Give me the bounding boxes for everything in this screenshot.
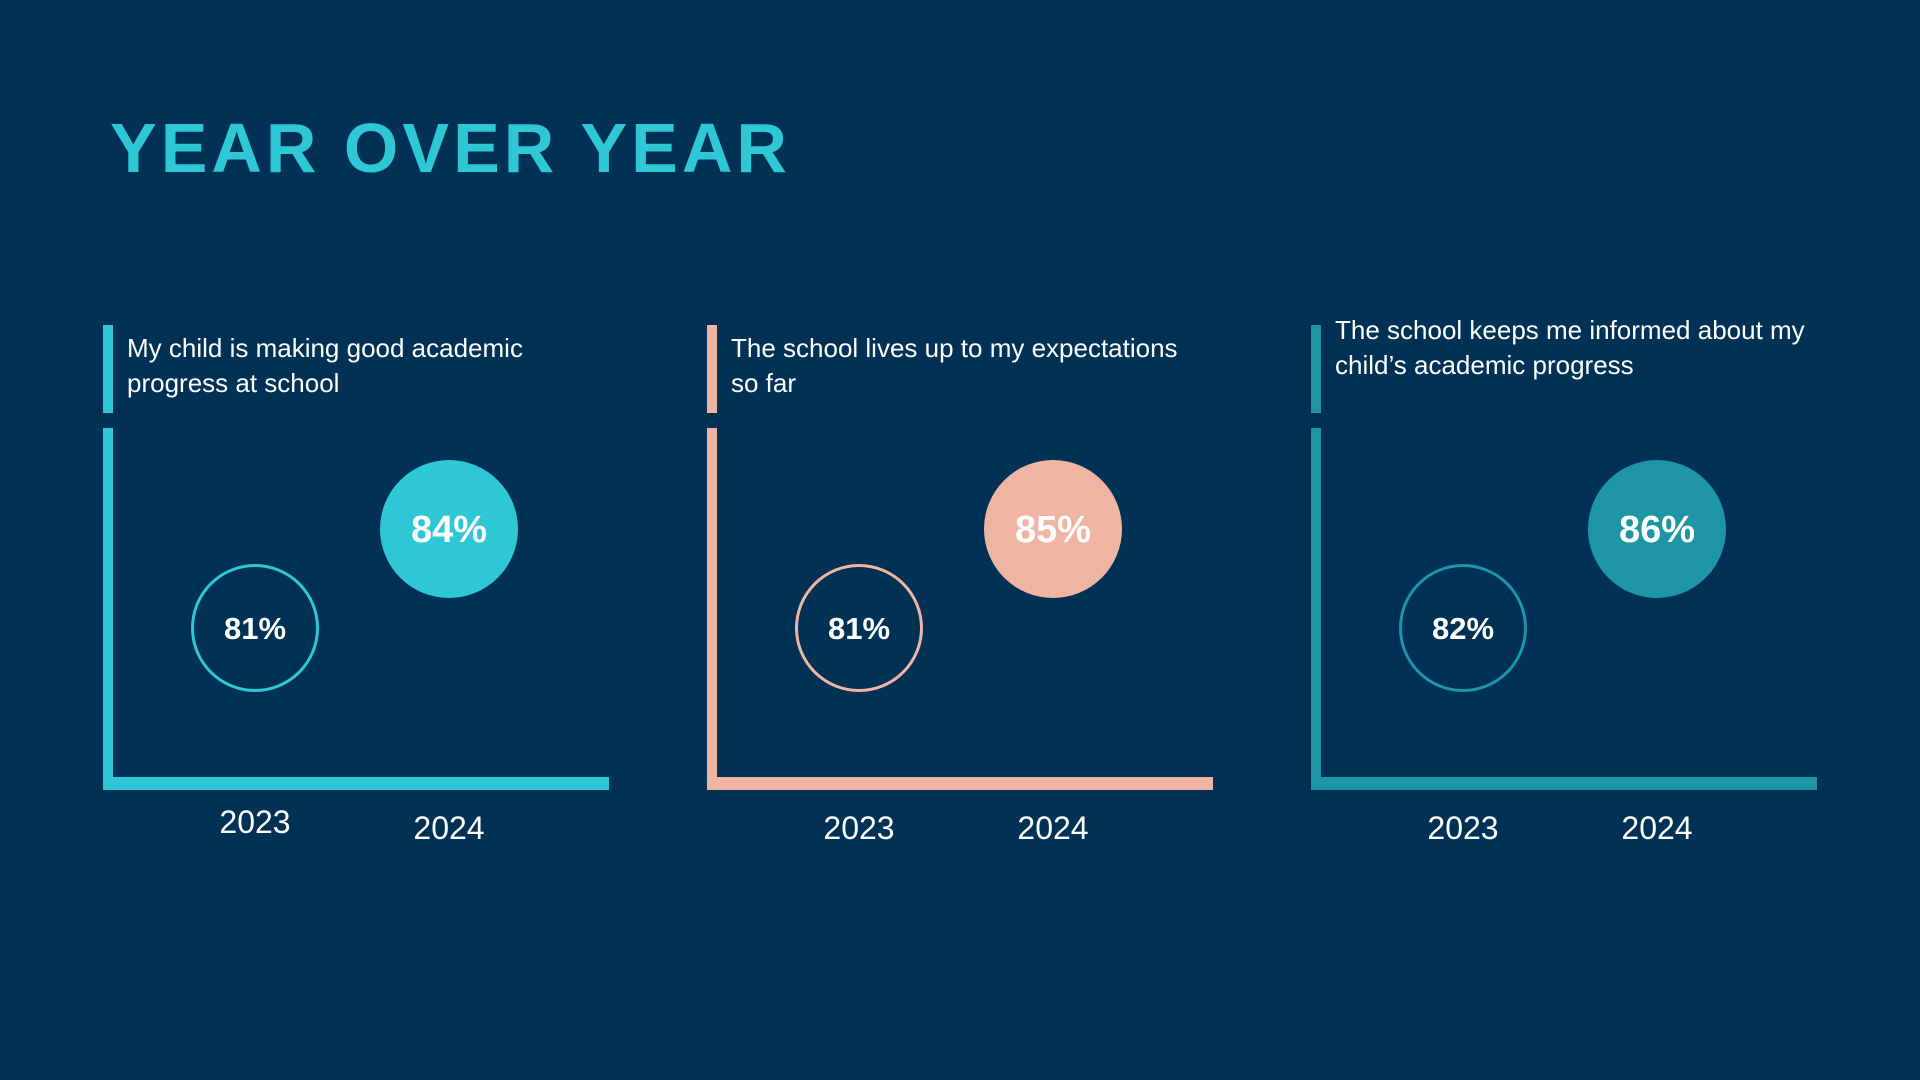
question-accent-bar: [707, 325, 717, 413]
bubble-2023: [1399, 564, 1527, 692]
bubble-2024: [380, 460, 518, 598]
x-tick-label-2024: 2024: [1017, 810, 1088, 846]
bubble-2024: [984, 460, 1122, 598]
y-axis-line: [707, 428, 717, 790]
chart-panel-1: My child is making good academic progres…: [103, 0, 623, 1080]
question-accent-bar: [1311, 325, 1321, 413]
data-label-2023: 81%: [224, 611, 286, 646]
bubble-chart: 81% 2023 84% 2024: [103, 428, 609, 846]
chart-panel-2: The school lives up to my expectations s…: [707, 0, 1227, 1080]
slide-title: YEAR OVER YEAR: [110, 109, 791, 187]
bubble-2023: [795, 564, 923, 692]
x-tick-label-2024: 2024: [413, 810, 484, 846]
bubble-2023: [191, 564, 319, 692]
data-label-2024: 84%: [411, 509, 487, 551]
question-text: My child is making good academic progres…: [127, 333, 523, 398]
x-tick-label-2023: 2023: [823, 810, 894, 846]
x-tick-label-2023: 2023: [1427, 810, 1498, 846]
y-axis-line: [103, 428, 113, 790]
question-text: The school keeps me informed about my ch…: [1335, 315, 1805, 380]
x-tick-label-2024: 2024: [1621, 810, 1692, 846]
data-label-2024: 85%: [1015, 509, 1091, 551]
y-axis-line: [1311, 428, 1321, 790]
x-axis-line: [707, 777, 1213, 790]
data-label-2024: 86%: [1619, 509, 1695, 551]
x-axis-line: [1311, 777, 1817, 790]
bubble-chart: 82% 2023 86% 2024: [1311, 428, 1817, 846]
x-tick-label-2023: 2023: [219, 804, 290, 840]
data-label-2023: 82%: [1432, 611, 1494, 646]
bubble-chart: 81% 2023 85% 2024: [707, 428, 1213, 846]
data-label-2023: 81%: [828, 611, 890, 646]
chart-panel-3: The school keeps me informed about my ch…: [1311, 0, 1831, 1080]
bubble-2024: [1588, 460, 1726, 598]
question-accent-bar: [103, 325, 113, 413]
question-text: The school lives up to my expectations s…: [731, 333, 1178, 398]
x-axis-line: [103, 777, 609, 790]
